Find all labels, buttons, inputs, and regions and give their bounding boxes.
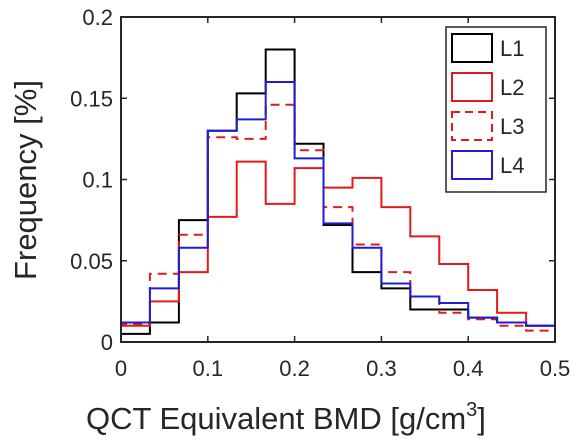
x-tick-label: 0	[115, 356, 127, 381]
legend-label-l3: L3	[500, 114, 524, 139]
x-tick-label: 0.1	[193, 356, 224, 381]
y-tick-label: 0.1	[82, 168, 113, 193]
x-axis-label-superscript: 3	[466, 399, 477, 421]
y-tick-label: 0	[101, 330, 113, 355]
y-tick-label: 0.15	[70, 86, 113, 111]
x-axis-label-main: QCT Equivalent BMD [g/cm	[86, 401, 466, 436]
y-tick-label: 0.05	[70, 249, 113, 274]
legend-swatch-l3	[451, 111, 493, 141]
legend-swatch-l1	[451, 33, 493, 63]
legend-swatch-l4	[451, 150, 493, 180]
legend-label-l1: L1	[500, 36, 524, 61]
y-axis-ticks: 0 0.05 0.1 0.15 0.2	[70, 5, 555, 355]
legend-box	[445, 26, 547, 193]
series-l2-line	[120, 160, 556, 342]
x-tick-label: 0.4	[453, 356, 484, 381]
series-l3-line	[120, 103, 556, 342]
legend-label-l2: L2	[500, 75, 524, 100]
x-tick-label: 0.5	[540, 356, 571, 381]
x-tick-label: 0.2	[279, 356, 310, 381]
series-l4-line	[120, 81, 556, 342]
y-axis-label: Frequency [%]	[8, 80, 43, 280]
x-axis-label-end: ]	[477, 401, 486, 436]
histogram-series-group	[120, 48, 556, 342]
x-axis-ticks: 0 0.1 0.2 0.3 0.4 0.5	[115, 17, 570, 381]
legend-swatch-l2	[451, 72, 493, 102]
x-tick-label: 0.3	[366, 356, 397, 381]
legend-label-l4: L4	[500, 153, 524, 178]
legend: L1 L2 L3 L4	[445, 26, 547, 193]
y-tick-label: 0.2	[82, 5, 113, 30]
x-axis-label: QCT Equivalent BMD [g/cm3]	[86, 399, 486, 436]
